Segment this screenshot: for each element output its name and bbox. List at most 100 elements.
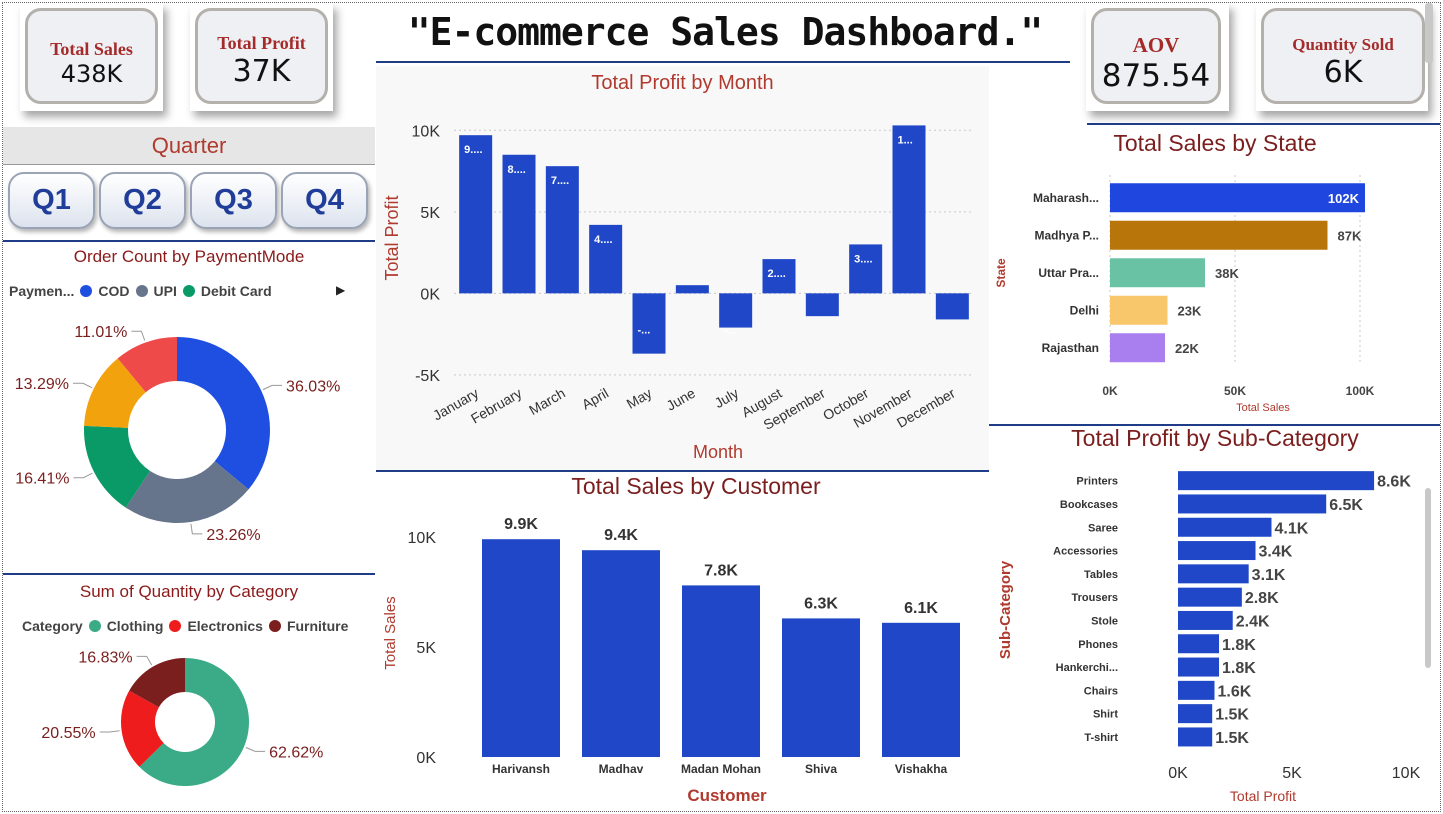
x-tick-label: 0K	[1168, 765, 1188, 782]
customer-bar	[682, 585, 760, 757]
slice-label: 13.29%	[15, 376, 69, 393]
x-tick-label: March	[526, 385, 568, 418]
y-tick-label: Printers	[1076, 476, 1118, 488]
y-tick-label: 0K	[416, 750, 436, 767]
y-tick-label: -5K	[415, 368, 440, 385]
bar-data-label: 6.3K	[804, 595, 838, 612]
y-tick-label: Accessories	[1053, 546, 1118, 558]
bar-data-label: 102K	[1328, 191, 1360, 206]
quarter-button-q3[interactable]: Q3	[190, 172, 277, 229]
subcategory-bar	[1178, 680, 1215, 700]
bar-data-label: 22K	[1175, 341, 1199, 356]
y-tick-label: Saree	[1088, 522, 1118, 534]
leader-line	[136, 655, 153, 666]
bar-data-label: 3....	[854, 253, 872, 265]
y-tick-label: Rajasthan	[1042, 341, 1099, 355]
month-bar	[632, 293, 666, 354]
y-axis-title: Sub-Category	[997, 560, 1014, 659]
subcategory-bar	[1178, 657, 1220, 677]
kpi-quantity-sold: Quantity Sold 6K	[1261, 8, 1425, 104]
subcat-scrollbar[interactable]	[1425, 488, 1431, 668]
customer-bar	[582, 550, 660, 757]
subcategory-bar	[1178, 494, 1327, 514]
page-scrollbar[interactable]	[1425, 3, 1433, 63]
profit-month-chart: 10K5K0K-5K9....January8....February7....…	[382, 123, 974, 462]
kpi-label: Total Sales	[50, 39, 133, 59]
x-tick-label: June	[664, 385, 698, 414]
legend-title: Paymen...	[9, 283, 75, 299]
bar-data-label: 3.1K	[1252, 567, 1286, 584]
donut-slice	[121, 690, 164, 767]
quarter-button-q1[interactable]: Q1	[8, 172, 95, 229]
leader-line	[99, 730, 120, 733]
y-tick-label: 5K	[416, 640, 436, 657]
quarter-button-q4[interactable]: Q4	[281, 172, 368, 229]
x-axis-title: Month	[693, 442, 743, 462]
legend-label: Electronics	[187, 618, 263, 634]
legend-label: Furniture	[286, 618, 349, 634]
legend-next-arrow-icon[interactable]: ▶	[336, 283, 346, 297]
divider	[3, 573, 375, 575]
bar-data-label: 1.5K	[1215, 730, 1249, 747]
month-bar	[849, 244, 883, 294]
divider	[989, 424, 1440, 426]
x-tick-label: Vishakha	[895, 762, 948, 776]
leader-line	[72, 382, 93, 389]
subcategory-bar	[1178, 704, 1213, 724]
state-bar	[1110, 183, 1365, 213]
sales-customer-title: Total Sales by Customer	[571, 473, 821, 499]
bar-data-label: 1...	[898, 134, 913, 146]
y-tick-label: Maharash...	[1033, 191, 1099, 205]
x-axis-title: Customer	[687, 786, 767, 805]
donut-slice	[129, 658, 185, 708]
subcategory-bar	[1178, 541, 1256, 561]
x-tick-label: Madan Mohan	[681, 762, 761, 776]
bar-data-label: 23K	[1178, 303, 1202, 318]
y-tick-label: Uttar Pra...	[1038, 266, 1099, 280]
bar-data-label: 1.8K	[1222, 660, 1256, 677]
month-bar	[762, 259, 796, 294]
payment-legend: Paymen... COD UPI Debit Card	[9, 283, 272, 299]
x-tick-label: May	[624, 385, 655, 412]
month-bar	[459, 135, 493, 294]
x-tick-label: 0K	[1102, 384, 1118, 398]
y-tick-label: 5K	[420, 205, 440, 222]
bar-data-label: 2.8K	[1245, 590, 1279, 607]
bar-data-label: 2.4K	[1236, 613, 1270, 630]
subcategory-bar	[1178, 727, 1213, 747]
legend-dot	[169, 620, 182, 632]
quarter-slicer-header: Quarter	[3, 127, 375, 165]
month-bar	[675, 285, 709, 294]
slice-label: 23.26%	[206, 527, 260, 544]
bar-data-label: 1.5K	[1215, 707, 1249, 724]
slice-label: 36.03%	[286, 378, 340, 395]
month-bar	[502, 154, 536, 294]
bar-data-label: 87K	[1338, 228, 1362, 243]
y-tick-label: Stole	[1091, 615, 1118, 627]
legend-dot	[268, 620, 281, 632]
legend-title: Category	[22, 618, 83, 634]
quarter-button-q2[interactable]: Q2	[99, 172, 186, 229]
y-tick-label: Chairs	[1084, 685, 1118, 697]
x-tick-label: 50K	[1224, 384, 1246, 398]
y-tick-label: 10K	[408, 530, 437, 547]
bar-data-label: 8....	[508, 164, 526, 176]
divider	[3, 240, 375, 242]
legend-label: COD	[98, 283, 130, 299]
bar-data-label: -...	[638, 324, 651, 336]
slice-label: 20.55%	[41, 725, 95, 742]
month-bar	[892, 125, 926, 294]
profit-month-title: Total Profit by Month	[591, 72, 774, 94]
sales-state-chart: 0K 50K 100K Maharash... 102K Madhya P... 87K Ut…	[994, 175, 1375, 414]
legend-dot	[88, 620, 101, 632]
legend-dot	[80, 285, 93, 297]
bar-data-label: 7....	[551, 175, 569, 187]
slice-label: 16.41%	[15, 471, 69, 488]
donut-slice	[177, 337, 270, 490]
bar-data-label: 4.1K	[1274, 520, 1308, 537]
donut-slice	[139, 658, 249, 786]
divider	[376, 470, 989, 472]
customer-bar	[482, 539, 560, 757]
state-bar	[1110, 333, 1165, 363]
